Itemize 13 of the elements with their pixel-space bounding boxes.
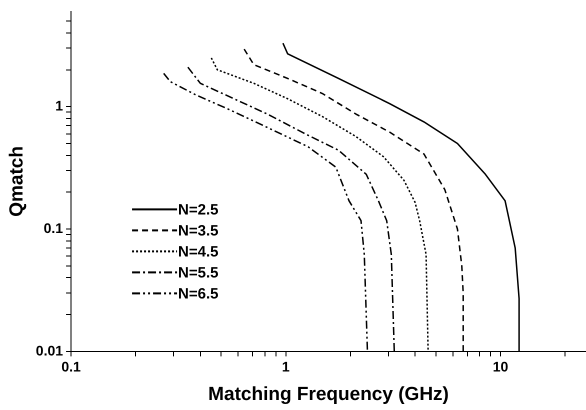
y-axis-title: Qmatch	[6, 146, 28, 217]
y-tick-label: 1	[55, 97, 64, 114]
legend-label: N=6.5	[178, 286, 218, 303]
y-tick-label: 0.1	[44, 220, 64, 236]
x-axis-title: Matching Frequency (GHz)	[208, 384, 449, 405]
x-tick-label: 10	[492, 358, 509, 375]
x-tick-label: 0.1	[61, 358, 81, 375]
legend-label: N=2.5	[178, 202, 218, 219]
legend-label: N=5.5	[178, 264, 218, 282]
legend-label: N=4.5	[178, 244, 218, 261]
x-tick-label: 1	[282, 358, 290, 375]
y-tick-label: 0.01	[36, 342, 64, 358]
legend-label: N=3.5	[178, 222, 218, 240]
